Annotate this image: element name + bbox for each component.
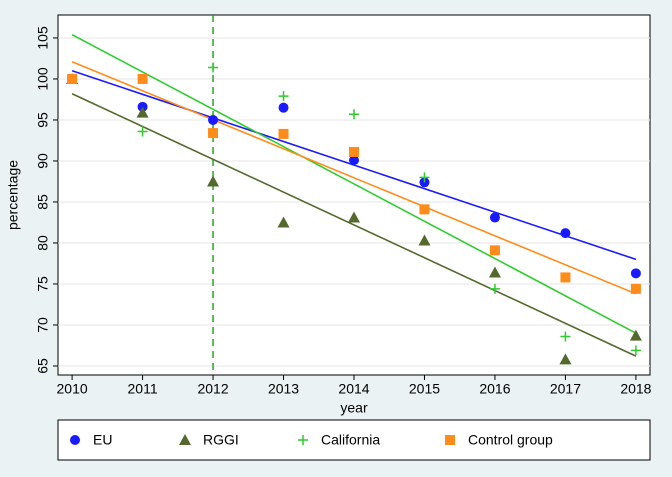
point [137, 126, 148, 137]
legend-label: RGGI [203, 432, 239, 448]
y-tick-label: 95 [35, 112, 51, 128]
point [630, 345, 641, 356]
point [278, 128, 289, 139]
x-axis-title: year [340, 400, 368, 416]
legend-label: EU [93, 432, 112, 448]
point [349, 146, 359, 157]
point [419, 204, 430, 215]
x-tick-label: 2013 [268, 381, 299, 397]
legend-label: California [321, 432, 380, 448]
point [560, 272, 571, 283]
legend-box [57, 419, 651, 461]
y-tick-label: 105 [35, 26, 51, 50]
legend-marker [445, 435, 455, 445]
y-axis-title: percentage [5, 160, 21, 230]
fit-line [71, 61, 637, 295]
fit-line [71, 92, 637, 357]
y-tick-label: 85 [35, 194, 51, 210]
point [136, 106, 149, 118]
point [208, 62, 219, 73]
point [489, 283, 500, 294]
point [277, 216, 290, 228]
point [278, 91, 289, 102]
legend-label: Control group [468, 432, 553, 448]
point [208, 128, 219, 139]
point [559, 353, 572, 365]
x-tick-label: 2011 [128, 381, 158, 397]
x-tick-label: 2017 [550, 381, 581, 397]
point [349, 109, 359, 120]
point [208, 114, 219, 125]
x-tick-label: 2014 [338, 381, 369, 397]
plot-area [57, 14, 651, 376]
y-tick-label: 100 [35, 67, 51, 91]
y-tick-label: 90 [35, 153, 51, 169]
x-tick-label: 2010 [57, 381, 88, 397]
x-tick-label: 2016 [479, 381, 510, 397]
point [67, 73, 78, 84]
x-tick-label: 2015 [409, 381, 440, 397]
point [630, 268, 641, 279]
legend-marker [179, 434, 191, 445]
point [278, 102, 289, 113]
fit-line [71, 33, 637, 334]
legend-marker [298, 435, 308, 445]
point [560, 228, 571, 239]
point [560, 331, 571, 342]
point [629, 329, 642, 341]
y-tick-label: 80 [35, 235, 51, 251]
point [137, 73, 148, 84]
point [348, 211, 360, 223]
point [488, 266, 501, 278]
point [349, 155, 359, 166]
y-tick-label: 70 [35, 317, 51, 333]
y-tick-label: 75 [35, 276, 51, 292]
point [489, 245, 500, 256]
point [630, 283, 641, 294]
point [489, 212, 500, 223]
point [207, 175, 220, 187]
y-tick-label: 65 [35, 358, 51, 374]
point [419, 172, 430, 183]
point [418, 234, 431, 246]
x-tick-label: 2012 [197, 381, 228, 397]
x-tick-label: 2018 [620, 381, 651, 397]
legend-marker [70, 435, 80, 445]
